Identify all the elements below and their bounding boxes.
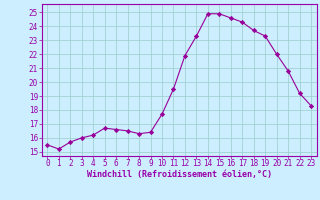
X-axis label: Windchill (Refroidissement éolien,°C): Windchill (Refroidissement éolien,°C) [87,170,272,179]
